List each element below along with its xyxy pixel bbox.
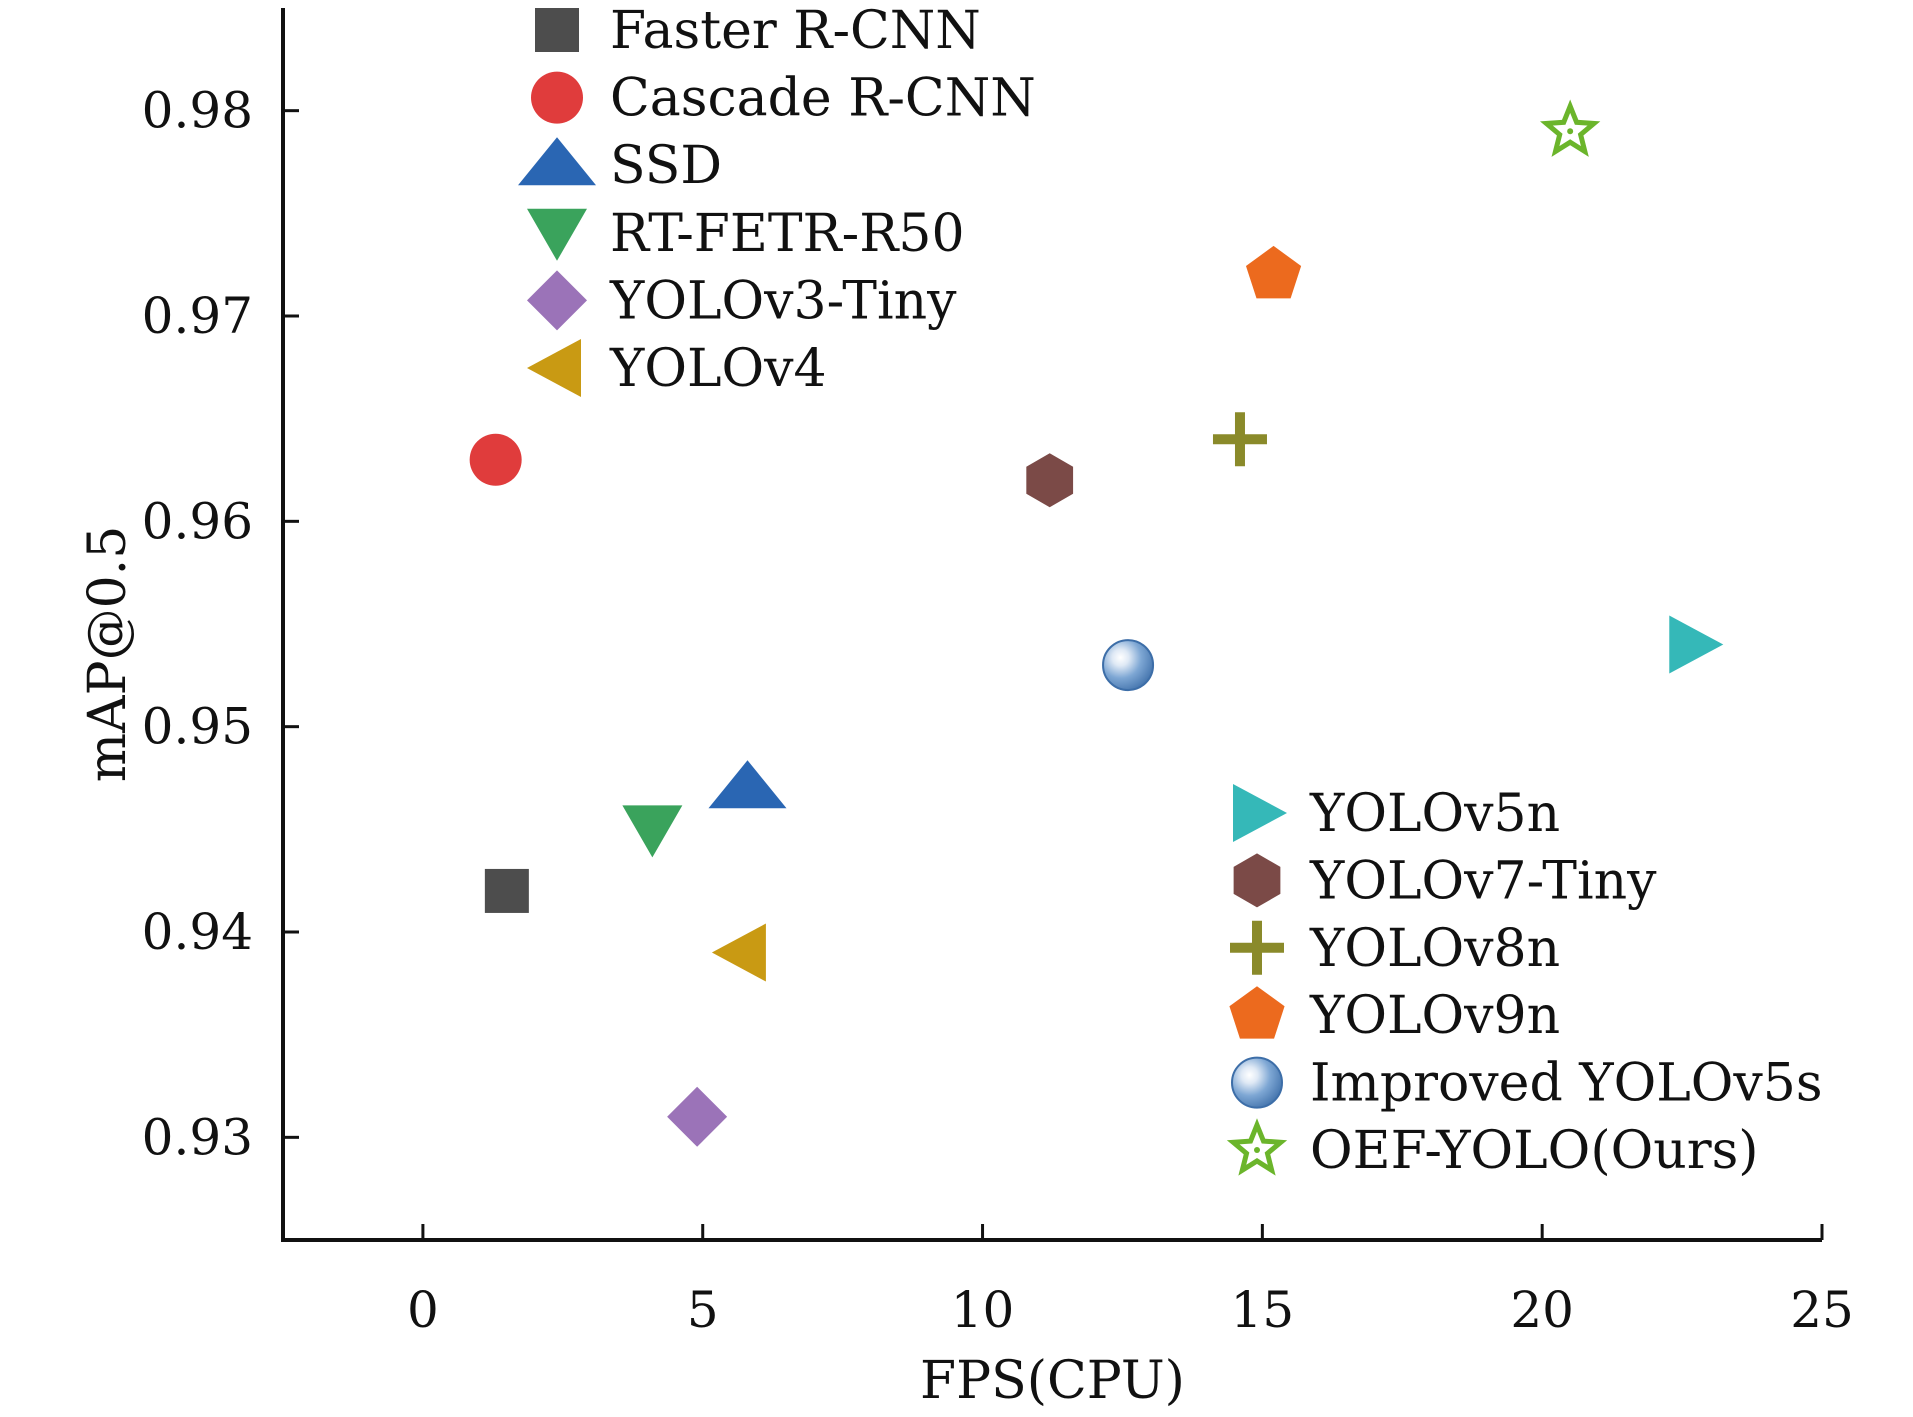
y-tick-label: 0.96	[142, 492, 253, 550]
legend-label: RT-FETR-R50	[610, 204, 965, 264]
legend-marker-oef-yolo-ours	[1226, 1118, 1288, 1176]
legend-label: Faster R-CNN	[610, 1, 981, 61]
legend-item-oef-yolo-ours: OEF-YOLO(Ours)	[1226, 1118, 1759, 1181]
legend-item-yolov4: YOLOv4	[527, 339, 827, 399]
point-improved-yolov5s	[1102, 639, 1155, 692]
point-faster-r-cnn	[484, 868, 529, 913]
legend-label: Improved YOLOv5s	[1310, 1054, 1823, 1114]
legend-item-improved-yolov5s: Improved YOLOv5s	[1231, 1054, 1823, 1114]
legend-bottom-right: YOLOv5n YOLOv7-Tiny YOLOv8n YOLOv9n Improved…	[1226, 784, 1823, 1181]
point-ssd	[708, 760, 787, 809]
point-yolov9n	[1245, 245, 1302, 299]
x-tick-label: 25	[1790, 1281, 1854, 1339]
legend-label: YOLOv9n	[1309, 986, 1560, 1046]
legend-item-yolov3-tiny: YOLOv3-Tiny	[527, 270, 957, 331]
legend-item-yolov5n: YOLOv5n	[1233, 784, 1560, 844]
axes	[281, 8, 1822, 1242]
y-tick-label: 0.94	[142, 903, 253, 961]
y-axis-title: mAP@0.5	[78, 526, 138, 783]
point-yolov4	[711, 923, 766, 982]
legend-item-yolov9n: YOLOv9n	[1229, 986, 1560, 1046]
x-tick-label: 0	[407, 1281, 439, 1339]
legend-item-yolov7-tiny: YOLOv7-Tiny	[1233, 851, 1657, 911]
legend-item-yolov8n: YOLOv8n	[1230, 919, 1560, 979]
legend-label: YOLOv7-Tiny	[1309, 851, 1657, 911]
point-rt-fetr-r50	[622, 805, 683, 858]
legend-marker-faster-r-cnn	[535, 8, 579, 52]
y-tick-label: 0.95	[142, 698, 253, 756]
legend-marker-improved-yolov5s	[1231, 1056, 1283, 1109]
legend-marker-ssd	[518, 137, 596, 186]
y-axis-ticks: 0.93 0.94 0.95 0.96 0.97 0.98	[142, 82, 299, 1166]
x-tick-label: 15	[1231, 1281, 1295, 1339]
x-axis-ticks: 0 5 10 15 20 25	[407, 1224, 1854, 1339]
data-points	[469, 99, 1724, 1147]
point-yolov7-tiny	[1026, 453, 1074, 508]
legend-label: YOLOv5n	[1309, 784, 1560, 844]
point-cascade-r-cnn	[469, 433, 522, 486]
y-tick-label: 0.93	[142, 1108, 253, 1166]
legend-marker-yolov7-tiny	[1233, 853, 1281, 908]
y-tick-label: 0.98	[142, 82, 253, 140]
legend-marker-yolov3-tiny	[527, 270, 587, 331]
legend-top-left: Faster R-CNN Cascade R-CNN SSD RT-FETR-R50 Y…	[518, 1, 1036, 399]
legend-marker-yolov8n	[1230, 920, 1284, 975]
legend-item-cascade-r-cnn: Cascade R-CNN	[531, 69, 1036, 129]
legend-label: YOLOv3-Tiny	[609, 271, 957, 331]
legend-marker-rt-fetr-r50	[527, 208, 587, 261]
point-yolov5n	[1669, 615, 1724, 674]
x-axis-title: FPS(CPU)	[920, 1351, 1185, 1411]
legend-label: Cascade R-CNN	[610, 69, 1036, 129]
y-tick-label: 0.97	[142, 287, 253, 345]
legend-label: YOLOv8n	[1309, 919, 1560, 979]
x-tick-label: 20	[1510, 1281, 1574, 1339]
legend-label: YOLOv4	[609, 339, 827, 399]
legend-marker-cascade-r-cnn	[531, 71, 583, 124]
point-yolov8n	[1212, 412, 1267, 467]
x-tick-label: 5	[687, 1281, 719, 1339]
legend-item-ssd: SSD	[518, 136, 722, 196]
legend-label: OEF-YOLO(Ours)	[1310, 1121, 1759, 1181]
legend-marker-yolov4	[527, 339, 581, 397]
point-oef-yolo-ours	[1540, 99, 1601, 157]
legend-item-rt-fetr-r50: RT-FETR-R50	[527, 204, 965, 264]
legend-item-faster-r-cnn: Faster R-CNN	[535, 1, 981, 61]
legend-label: SSD	[610, 136, 722, 196]
point-yolov3-tiny	[667, 1086, 728, 1147]
x-tick-label: 10	[951, 1281, 1015, 1339]
legend-marker-yolov9n	[1229, 986, 1285, 1039]
legend-marker-yolov5n	[1233, 784, 1287, 842]
